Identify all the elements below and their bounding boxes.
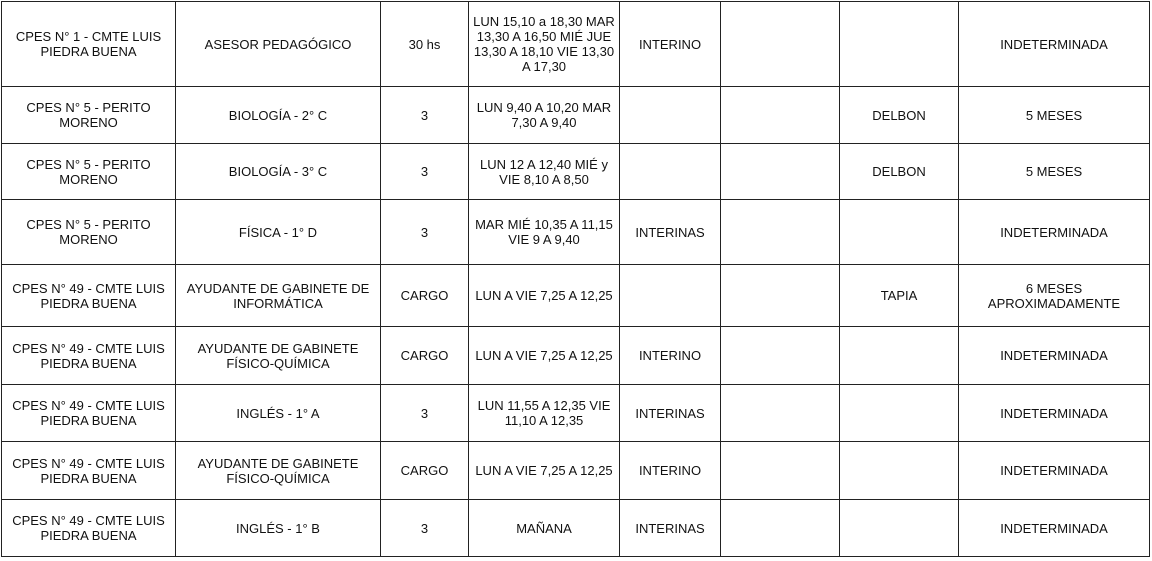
cell-schedule: MAÑANA xyxy=(468,499,620,557)
cell-subject: INGLÉS - 1° A xyxy=(175,384,381,442)
cell-substitute xyxy=(839,199,959,265)
cell-col6 xyxy=(720,199,840,265)
cell-schedule: LUN A VIE 7,25 A 12,25 xyxy=(468,264,620,327)
cell-hours: 3 xyxy=(380,499,469,557)
cell-status: INTERINAS xyxy=(619,499,721,557)
cell-subject: FÍSICA - 1° D xyxy=(175,199,381,265)
cell-hours: 3 xyxy=(380,86,469,144)
cell-status: INTERINO xyxy=(619,326,721,385)
cell-substitute xyxy=(839,499,959,557)
cell-substitute xyxy=(839,326,959,385)
cell-duration: 6 MESES APROXIMADAMENTE xyxy=(958,264,1150,327)
cell-status: INTERINAS xyxy=(619,384,721,442)
table-row: CPES N° 49 - CMTE LUIS PIEDRA BUENA INGLÉ… xyxy=(1,499,1150,557)
cell-subject: AYUDANTE DE GABINETE FÍSICO-QUÍMICA xyxy=(175,441,381,500)
cell-col6 xyxy=(720,143,840,200)
cell-status: INTERINAS xyxy=(619,199,721,265)
cell-hours: 30 hs xyxy=(380,1,469,87)
table-row: CPES N° 5 - PERITO MORENO BIOLOGÍA - 2° C… xyxy=(1,86,1150,144)
cell-subject: ASESOR PEDAGÓGICO xyxy=(175,1,381,87)
table-row: CPES N° 49 - CMTE LUIS PIEDRA BUENA AYUDA… xyxy=(1,264,1150,327)
cell-schedule: LUN 9,40 A 10,20 MAR 7,30 A 9,40 xyxy=(468,86,620,144)
cell-duration: INDETERMINADA xyxy=(958,499,1150,557)
cell-duration: INDETERMINADA xyxy=(958,199,1150,265)
cell-subject: BIOLOGÍA - 2° C xyxy=(175,86,381,144)
cell-substitute xyxy=(839,1,959,87)
cell-col6 xyxy=(720,86,840,144)
cell-duration: 5 MESES xyxy=(958,143,1150,200)
cell-subject: INGLÉS - 1° B xyxy=(175,499,381,557)
cell-subject: AYUDANTE DE GABINETE DE INFORMÁTICA xyxy=(175,264,381,327)
cell-school: CPES N° 49 - CMTE LUIS PIEDRA BUENA xyxy=(1,326,176,385)
cell-col6 xyxy=(720,441,840,500)
cell-schedule: LUN A VIE 7,25 A 12,25 xyxy=(468,441,620,500)
cell-substitute: TAPIA xyxy=(839,264,959,327)
cell-status: INTERINO xyxy=(619,1,721,87)
cell-hours: 3 xyxy=(380,199,469,265)
cell-substitute: DELBON xyxy=(839,86,959,144)
cell-school: CPES N° 49 - CMTE LUIS PIEDRA BUENA xyxy=(1,384,176,442)
cell-status xyxy=(619,143,721,200)
table-row: CPES N° 5 - PERITO MORENO BIOLOGÍA - 3° C… xyxy=(1,143,1150,200)
cell-subject: BIOLOGÍA - 3° C xyxy=(175,143,381,200)
cell-schedule: LUN 12 A 12,40 MIÉ y VIE 8,10 A 8,50 xyxy=(468,143,620,200)
cell-hours: CARGO xyxy=(380,264,469,327)
table-row: CPES N° 49 - CMTE LUIS PIEDRA BUENA AYUDA… xyxy=(1,326,1150,385)
cell-school: CPES N° 1 - CMTE LUIS PIEDRA BUENA xyxy=(1,1,176,87)
cell-schedule: LUN A VIE 7,25 A 12,25 xyxy=(468,326,620,385)
cell-col6 xyxy=(720,499,840,557)
cell-duration: 5 MESES xyxy=(958,86,1150,144)
cell-status xyxy=(619,264,721,327)
table-row: CPES N° 49 - CMTE LUIS PIEDRA BUENA INGLÉ… xyxy=(1,384,1150,442)
cell-substitute xyxy=(839,441,959,500)
cell-duration: INDETERMINADA xyxy=(958,326,1150,385)
cell-col6 xyxy=(720,1,840,87)
cell-subject: AYUDANTE DE GABINETE FÍSICO-QUÍMICA xyxy=(175,326,381,385)
cell-schedule: LUN 11,55 A 12,35 VIE 11,10 A 12,35 xyxy=(468,384,620,442)
cell-col6 xyxy=(720,384,840,442)
cell-school: CPES N° 5 - PERITO MORENO xyxy=(1,143,176,200)
cell-status: INTERINO xyxy=(619,441,721,500)
cell-col6 xyxy=(720,326,840,385)
cell-substitute xyxy=(839,384,959,442)
cell-school: CPES N° 49 - CMTE LUIS PIEDRA BUENA xyxy=(1,264,176,327)
cell-substitute: DELBON xyxy=(839,143,959,200)
cell-col6 xyxy=(720,264,840,327)
cell-school: CPES N° 5 - PERITO MORENO xyxy=(1,86,176,144)
table-row: CPES N° 1 - CMTE LUIS PIEDRA BUENA ASESOR… xyxy=(1,1,1150,87)
cell-school: CPES N° 49 - CMTE LUIS PIEDRA BUENA xyxy=(1,499,176,557)
cell-duration: INDETERMINADA xyxy=(958,384,1150,442)
cell-hours: 3 xyxy=(380,143,469,200)
cell-hours: CARGO xyxy=(380,326,469,385)
cell-schedule: LUN 15,10 a 18,30 MAR 13,30 A 16,50 MIÉ … xyxy=(468,1,620,87)
cell-hours: 3 xyxy=(380,384,469,442)
cell-hours: CARGO xyxy=(380,441,469,500)
cell-schedule: MAR MIÉ 10,35 A 11,15 VIE 9 A 9,40 xyxy=(468,199,620,265)
cell-duration: INDETERMINADA xyxy=(958,441,1150,500)
cell-duration: INDETERMINADA xyxy=(958,1,1150,87)
cell-school: CPES N° 5 - PERITO MORENO xyxy=(1,199,176,265)
cell-school: CPES N° 49 - CMTE LUIS PIEDRA BUENA xyxy=(1,441,176,500)
cell-status xyxy=(619,86,721,144)
table-row: CPES N° 49 - CMTE LUIS PIEDRA BUENA AYUDA… xyxy=(1,441,1150,500)
